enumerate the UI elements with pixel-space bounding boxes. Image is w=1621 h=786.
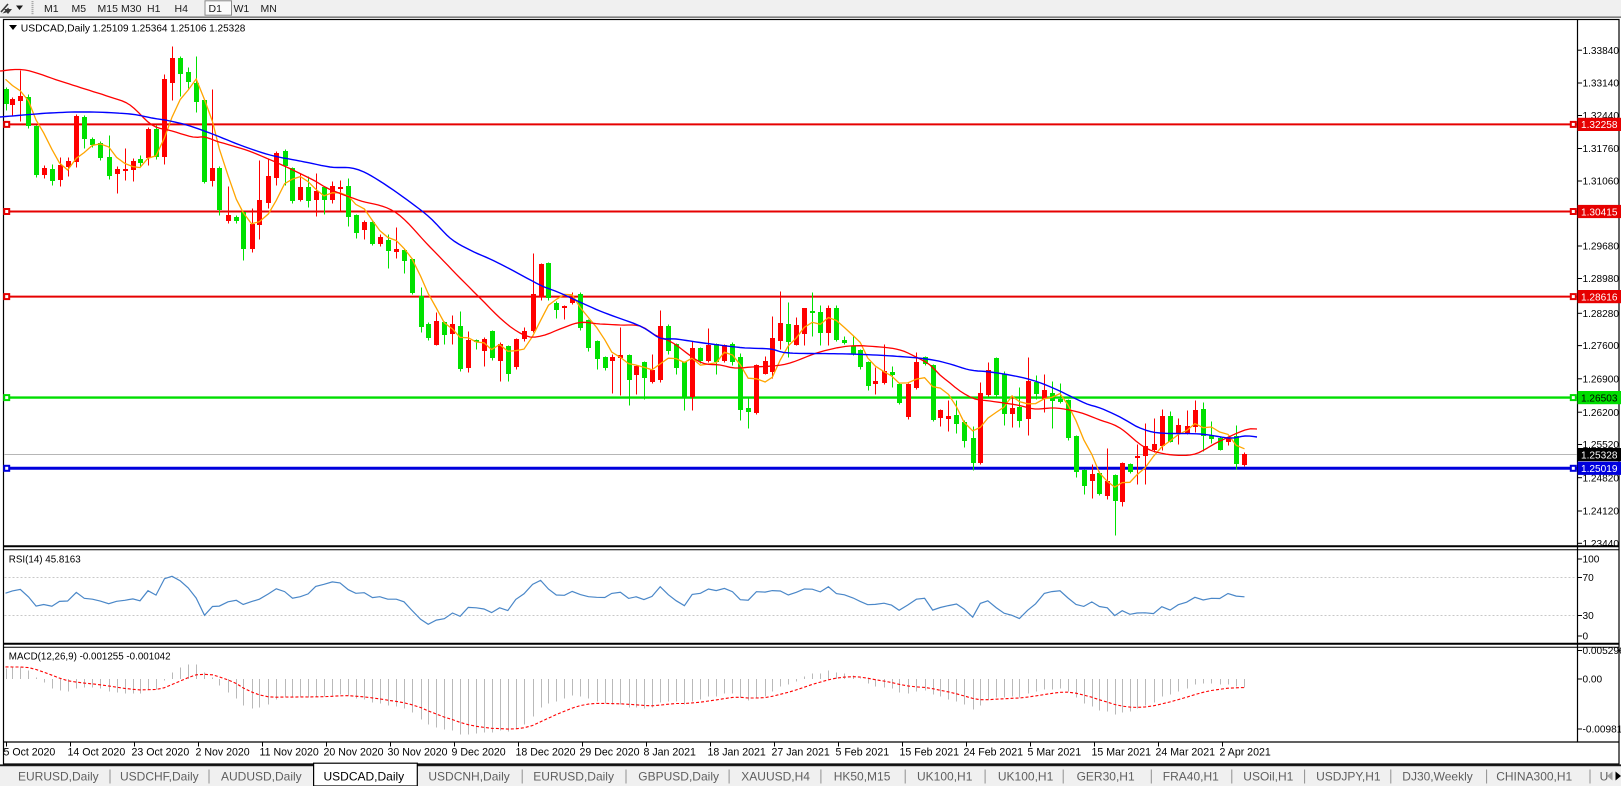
svg-text:USDJPY,H1: USDJPY,H1 [1316,770,1381,784]
svg-text:11 Nov 2020: 11 Nov 2020 [260,747,319,759]
svg-text:24 Feb 2021: 24 Feb 2021 [964,747,1024,759]
svg-text:CHINA300,H1: CHINA300,H1 [1496,770,1572,784]
svg-text:1.27600: 1.27600 [1583,341,1620,352]
svg-text:M5: M5 [72,3,87,15]
svg-text:1.25520: 1.25520 [1583,440,1620,451]
svg-text:1.26900: 1.26900 [1583,374,1620,385]
svg-text:USOil,H1: USOil,H1 [1243,770,1293,784]
svg-text:XAUUSD,H4: XAUUSD,H4 [741,770,810,784]
svg-text:1.33840: 1.33840 [1583,46,1620,57]
svg-text:2 Nov 2020: 2 Nov 2020 [196,747,250,759]
svg-text:20 Nov 2020: 20 Nov 2020 [324,747,384,759]
svg-text:UK100,H1: UK100,H1 [917,770,973,784]
svg-text:AUDUSD,Daily: AUDUSD,Daily [221,770,302,784]
svg-text:1.26200: 1.26200 [1583,408,1620,419]
svg-text:30 Nov 2020: 30 Nov 2020 [388,747,448,759]
svg-text:MACD(12,26,9) -0.001255 -0.001: MACD(12,26,9) -0.001255 -0.001042 [9,652,171,663]
svg-text:FRA40,H1: FRA40,H1 [1163,770,1219,784]
svg-text:UK100,H1: UK100,H1 [998,770,1054,784]
svg-text:W1: W1 [234,3,250,15]
svg-text:5 Feb 2021: 5 Feb 2021 [836,747,890,759]
svg-text:RSI(14) 45.8163: RSI(14) 45.8163 [9,554,81,565]
svg-text:USDCHF,Daily: USDCHF,Daily [120,770,199,784]
svg-text:18 Jan 2021: 18 Jan 2021 [708,747,766,759]
svg-text:24 Mar 2021: 24 Mar 2021 [1156,747,1216,759]
svg-text:1.25109 1.25364 1.25106 1.2532: 1.25109 1.25364 1.25106 1.25328 [92,23,245,34]
svg-text:27 Jan 2021: 27 Jan 2021 [772,747,830,759]
svg-text:HK50,M15: HK50,M15 [834,770,891,784]
svg-text:1.31760: 1.31760 [1583,144,1620,155]
svg-text:15 Feb 2021: 15 Feb 2021 [900,747,960,759]
svg-text:30: 30 [1583,611,1595,622]
svg-text:1.24820: 1.24820 [1583,473,1620,484]
svg-text:U: U [1600,770,1609,784]
svg-text:M30: M30 [121,3,142,15]
svg-text:1.28280: 1.28280 [1583,309,1620,320]
svg-text:EURUSD,Daily: EURUSD,Daily [533,770,614,784]
svg-text:1.31060: 1.31060 [1583,177,1620,188]
svg-text:70: 70 [1583,573,1595,584]
svg-text:14 Oct 2020: 14 Oct 2020 [68,747,126,759]
svg-text:100: 100 [1583,555,1600,566]
svg-text:1.24120: 1.24120 [1583,507,1620,518]
svg-text:5 Mar 2021: 5 Mar 2021 [1028,747,1082,759]
svg-text:H1: H1 [147,3,161,15]
svg-text:1.29680: 1.29680 [1583,242,1620,253]
svg-text:H4: H4 [175,3,189,15]
svg-text:0.005296: 0.005296 [1583,646,1621,657]
svg-text:1.28980: 1.28980 [1583,274,1620,285]
svg-text:USDCNH,Daily: USDCNH,Daily [428,770,509,784]
svg-text:18 Dec 2020: 18 Dec 2020 [516,747,576,759]
svg-text:1.32258: 1.32258 [1581,120,1618,131]
svg-text:2 Apr 2021: 2 Apr 2021 [1220,747,1271,759]
svg-text:0.00: 0.00 [1583,675,1603,686]
svg-text:1.33140: 1.33140 [1583,79,1620,90]
svg-text:9 Dec 2020: 9 Dec 2020 [452,747,506,759]
svg-text:MN: MN [261,3,277,15]
svg-text:0: 0 [1583,632,1589,643]
svg-text:1.26503: 1.26503 [1581,393,1618,404]
svg-text:1.23440: 1.23440 [1583,539,1620,550]
svg-text:GER30,H1: GER30,H1 [1077,770,1135,784]
svg-text:1.25019: 1.25019 [1581,464,1618,475]
svg-text:1.32440: 1.32440 [1583,111,1620,122]
svg-text:1.28616: 1.28616 [1581,292,1618,303]
svg-text:1.30415: 1.30415 [1581,207,1618,218]
svg-text:8 Jan 2021: 8 Jan 2021 [644,747,697,759]
svg-text:15 Mar 2021: 15 Mar 2021 [1092,747,1152,759]
svg-text:USDCAD,Daily: USDCAD,Daily [324,770,405,784]
svg-text:EURUSD,Daily: EURUSD,Daily [18,770,99,784]
svg-text:GBPUSD,Daily: GBPUSD,Daily [638,770,719,784]
svg-text:D1: D1 [209,3,223,15]
svg-text:M1: M1 [44,3,59,15]
svg-text:-0.009816: -0.009816 [1583,725,1621,736]
svg-text:USDCAD,Daily: USDCAD,Daily [21,23,91,34]
svg-text:DJ30,Weekly: DJ30,Weekly [1402,770,1472,784]
svg-text:29 Dec 2020: 29 Dec 2020 [580,747,640,759]
svg-text:M15: M15 [98,3,119,15]
svg-text:23 Oct 2020: 23 Oct 2020 [132,747,190,759]
svg-text:1.25328: 1.25328 [1581,450,1618,461]
svg-text:5 Oct 2020: 5 Oct 2020 [4,747,56,759]
